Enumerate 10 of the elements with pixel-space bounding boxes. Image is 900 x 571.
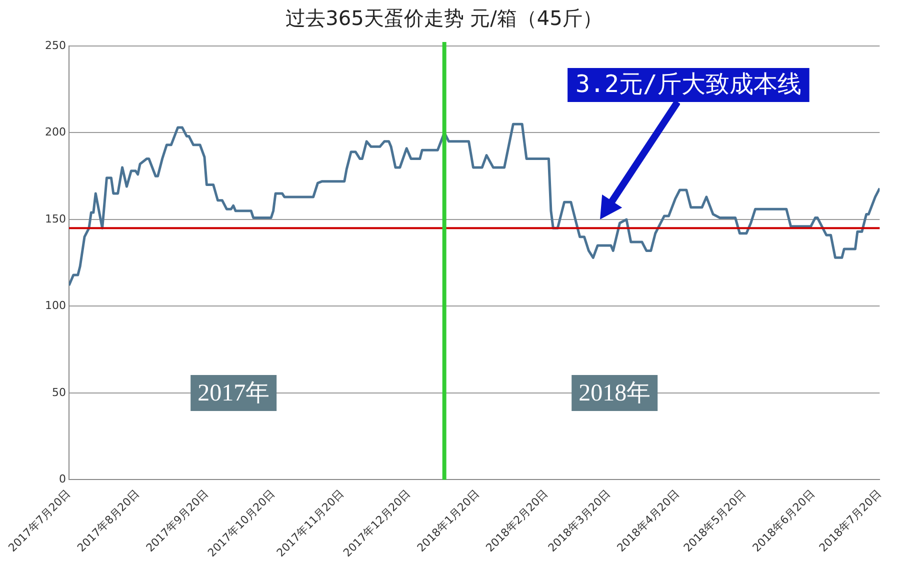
y-tick-label: 200 [44,126,66,139]
chart-title: 过去365天蛋价走势 元/箱（45斤） [286,6,602,30]
y-tick-label: 250 [44,38,66,52]
y-tick-label: 150 [44,212,66,226]
y-tick-label: 100 [44,299,66,312]
annotation: 2017年 [198,380,270,406]
y-tick-label: 0 [58,472,66,486]
annotation: 3.2元/斤大致成本线 [576,70,802,98]
annotation: 2018年 [578,380,651,406]
y-tick-label: 50 [52,386,66,399]
